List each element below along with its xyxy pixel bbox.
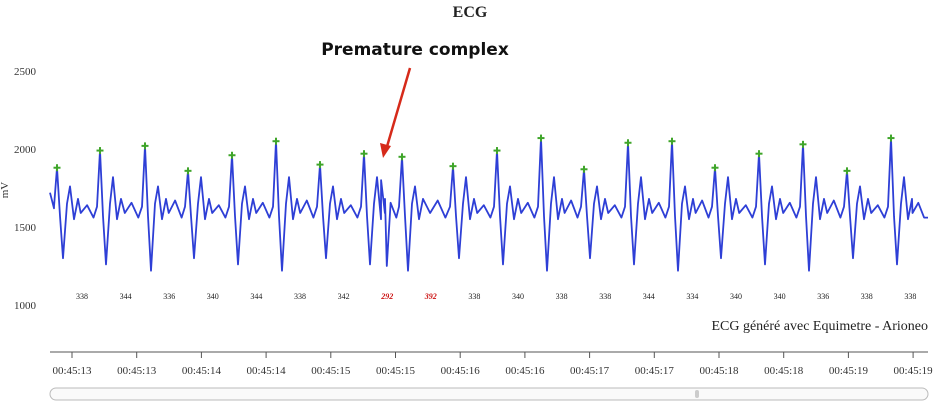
r-peak-marker (360, 150, 368, 158)
rr-interval-labels: 338 344 336 340 344 338 342 292 392 338 340 338 338 3… (76, 292, 916, 301)
x-tick-label: 00:45:18 (699, 365, 739, 377)
rr-interval-label: 338 (904, 292, 916, 301)
r-peak-marker (53, 164, 61, 172)
rr-interval-label: 340 (774, 292, 786, 301)
x-tick-label: 00:45:14 (247, 365, 287, 377)
r-peak-marker (272, 137, 280, 145)
time-scrollbar[interactable] (49, 387, 929, 401)
credit-text: ECG généré avec Equimetre - Arioneo (711, 319, 928, 334)
x-tick-label: 00:45:15 (376, 365, 416, 377)
r-peak-marker (537, 134, 545, 142)
r-peak-marker (493, 147, 501, 155)
rr-interval-label: 336 (163, 292, 175, 301)
rr-interval-label: 334 (686, 292, 698, 301)
r-peak-marker (316, 161, 324, 169)
r-peak-marker (843, 167, 851, 175)
rr-interval-label: 338 (294, 292, 306, 301)
r-peak-marker (96, 147, 104, 155)
rr-interval-label: 344 (250, 292, 262, 301)
y-tick-label: 2500 (14, 66, 37, 78)
r-peak-markers (53, 134, 895, 175)
rr-interval-label: 340 (730, 292, 742, 301)
r-peak-marker (228, 151, 236, 159)
x-tick-label: 00:45:16 (505, 365, 545, 377)
annotation-label: Premature complex (321, 40, 509, 60)
x-axis-ticks: 00:45:13 00:45:13 00:45:14 00:45:14 00:45:15… (52, 352, 933, 377)
x-tick-label: 00:45:19 (894, 365, 934, 377)
y-tick-label: 1500 (14, 222, 37, 234)
r-peak-marker (755, 150, 763, 158)
r-peak-marker (398, 153, 406, 161)
x-tick-label: 00:45:17 (570, 365, 610, 377)
r-peak-marker (580, 165, 588, 173)
r-peak-marker (624, 139, 632, 147)
rr-interval-label: 338 (599, 292, 611, 301)
r-peak-marker (799, 140, 807, 148)
y-tick-label: 2000 (14, 144, 37, 156)
rr-interval-label: 336 (817, 292, 829, 301)
x-tick-label: 00:45:17 (635, 365, 675, 377)
rr-interval-label: 338 (76, 292, 88, 301)
r-peak-marker (887, 134, 895, 142)
y-axis-label: mV (0, 182, 11, 199)
r-peak-marker (449, 162, 457, 170)
r-peak-marker (184, 167, 192, 175)
x-tick-label: 00:45:19 (829, 365, 869, 377)
rr-interval-premature: 392 (424, 292, 437, 301)
rr-interval-label: 338 (556, 292, 568, 301)
rr-interval-premature: 292 (380, 292, 393, 301)
rr-interval-label: 344 (643, 292, 655, 301)
x-tick-label: 00:45:16 (441, 365, 481, 377)
rr-interval-label: 342 (338, 292, 350, 301)
rr-interval-label: 340 (207, 292, 219, 301)
r-peak-marker (711, 164, 719, 172)
annotation-arrow-shaft (384, 67, 412, 151)
rr-interval-label: 340 (512, 292, 524, 301)
r-peak-marker (141, 142, 149, 150)
y-tick-labels: 1000 1500 2000 2500 (14, 66, 37, 312)
chart-title: ECG (453, 4, 488, 21)
rr-interval-label: 338 (468, 292, 480, 301)
rr-interval-label: 344 (120, 292, 132, 301)
annotation-arrow-head (380, 143, 391, 158)
x-tick-label: 00:45:15 (311, 365, 351, 377)
x-tick-label: 00:45:14 (182, 365, 222, 377)
rr-interval-label: 338 (861, 292, 873, 301)
x-tick-label: 00:45:13 (52, 365, 92, 377)
ecg-trace (49, 137, 928, 272)
x-tick-label: 00:45:13 (117, 365, 157, 377)
r-peak-marker (668, 137, 676, 145)
scrollbar-handle[interactable] (695, 390, 699, 398)
x-tick-label: 00:45:18 (764, 365, 804, 377)
y-tick-label: 1000 (14, 300, 37, 312)
